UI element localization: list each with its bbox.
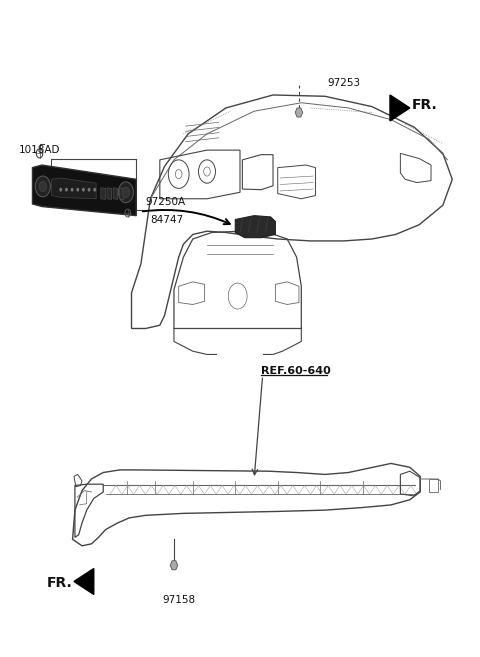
Circle shape bbox=[88, 188, 91, 192]
Text: 97158: 97158 bbox=[162, 595, 195, 604]
Polygon shape bbox=[113, 188, 118, 200]
Polygon shape bbox=[33, 165, 136, 215]
Circle shape bbox=[60, 188, 62, 192]
Circle shape bbox=[118, 182, 133, 202]
Circle shape bbox=[93, 188, 96, 192]
Polygon shape bbox=[235, 215, 276, 238]
Text: FR.: FR. bbox=[412, 98, 438, 112]
Polygon shape bbox=[295, 108, 303, 117]
Polygon shape bbox=[119, 188, 124, 200]
Text: 97250A: 97250A bbox=[145, 197, 186, 207]
Circle shape bbox=[76, 188, 79, 192]
Polygon shape bbox=[101, 188, 106, 200]
Circle shape bbox=[82, 188, 85, 192]
Circle shape bbox=[122, 187, 130, 198]
Polygon shape bbox=[51, 178, 96, 199]
Polygon shape bbox=[170, 560, 178, 570]
Polygon shape bbox=[107, 188, 112, 200]
Circle shape bbox=[71, 188, 73, 192]
Polygon shape bbox=[74, 568, 94, 595]
Polygon shape bbox=[390, 95, 410, 121]
Text: FR.: FR. bbox=[47, 576, 72, 590]
Text: 84747: 84747 bbox=[150, 215, 183, 225]
Text: 97253: 97253 bbox=[327, 78, 360, 88]
Circle shape bbox=[36, 176, 50, 197]
Circle shape bbox=[39, 181, 47, 192]
Circle shape bbox=[65, 188, 68, 192]
Text: 1018AD: 1018AD bbox=[18, 145, 60, 155]
Text: REF.60-640: REF.60-640 bbox=[261, 366, 331, 376]
